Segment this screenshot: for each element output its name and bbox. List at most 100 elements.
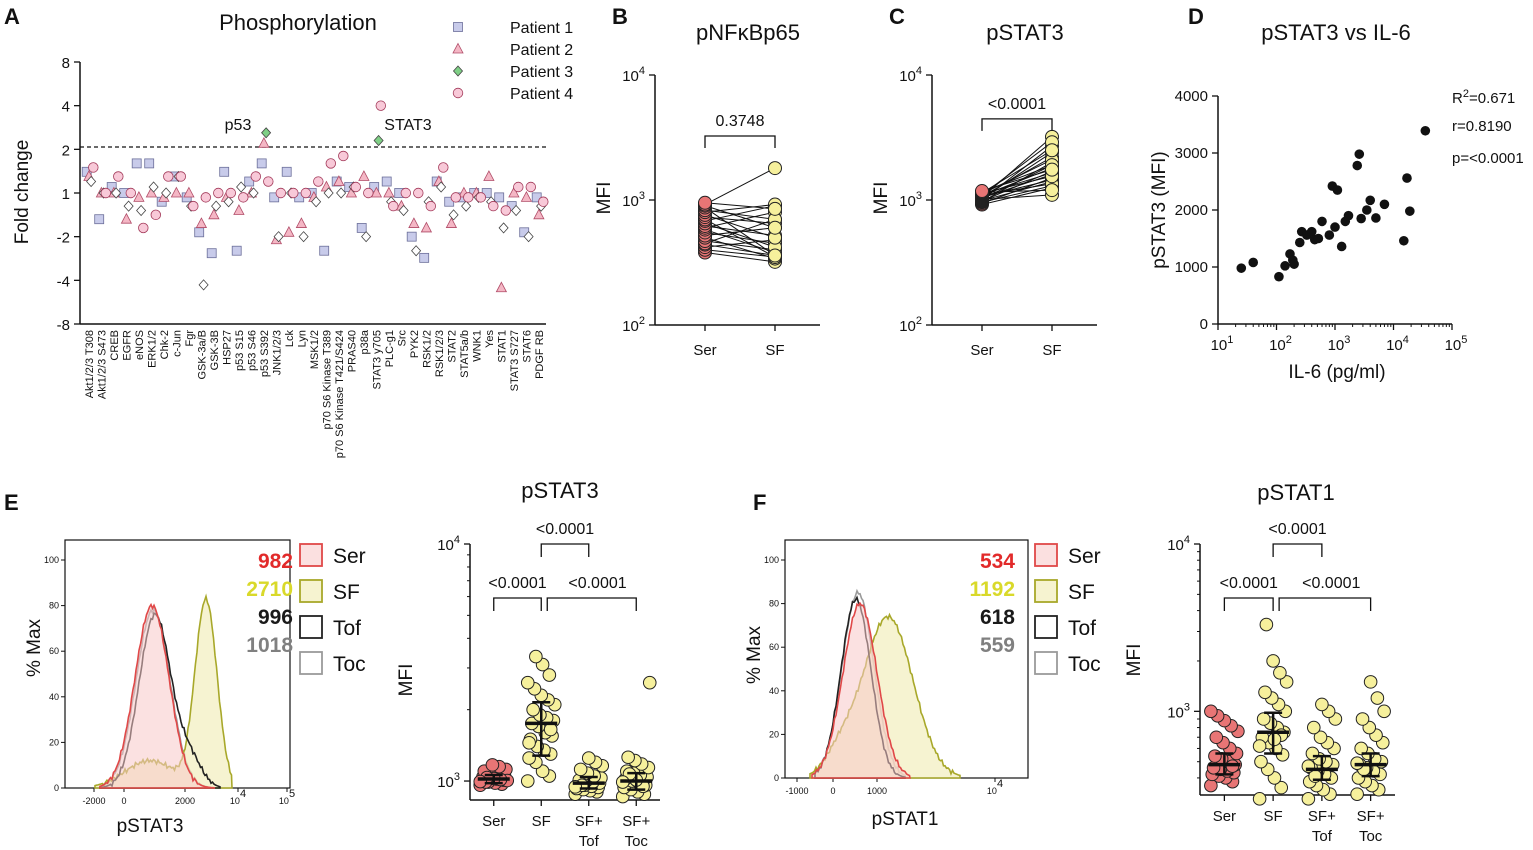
point-patient-4 [275, 187, 287, 199]
point-patient-1 [144, 158, 155, 169]
x-tick-label: Toc [1359, 828, 1383, 845]
x-tick-label: SF [1042, 342, 1061, 359]
point-patient-2 [208, 208, 220, 220]
x-tick-label: SF [532, 813, 551, 830]
p-value: <0.0001 [1220, 575, 1278, 592]
pair-line [704, 205, 776, 229]
point-patient-2 [445, 217, 458, 228]
legend-marker [452, 42, 464, 54]
panel-e-hist-xlabel: pSTAT3 [117, 816, 184, 837]
scatter-point [1371, 213, 1381, 223]
point-patient-4 [225, 187, 237, 199]
y-tick-label: 80 [769, 599, 779, 609]
legend-swatch [299, 543, 323, 567]
panel-e-dot-title: pSTAT3 [521, 478, 598, 503]
point-patient-3 [511, 204, 522, 217]
scatter-point [1379, 199, 1390, 210]
x-tick-label: -1000 [785, 786, 808, 796]
panel-f-hist-ylabel: % Max [744, 625, 765, 684]
panel-d-title: pSTAT3 vs IL-6 [1261, 20, 1411, 45]
legend-label: Patient 2 [510, 42, 573, 59]
x-tick-label: SF+ [1308, 808, 1336, 825]
point-patient-4 [100, 187, 112, 199]
pair-line [704, 218, 776, 258]
x-tick-label: SF+ [622, 813, 650, 830]
x-tick-label: 0 [121, 796, 126, 806]
sf-point [1045, 162, 1059, 177]
dot-point [1274, 780, 1289, 795]
point-patient-4 [200, 192, 212, 203]
sf-point [768, 248, 782, 263]
point-patient-2 [120, 212, 133, 224]
dot-point [1355, 712, 1370, 726]
point-patient-2 [170, 186, 183, 198]
scatter-point [1332, 185, 1343, 195]
dot-point [542, 668, 557, 682]
scatter-point [1289, 259, 1299, 269]
scatter-point [1313, 233, 1324, 244]
y-tick-label: 1 [62, 186, 70, 203]
dot-point [1301, 792, 1316, 806]
point-patient-2 [295, 217, 308, 228]
category-label: p53 S15 [234, 330, 246, 371]
x-tick-label: 104 [987, 778, 1003, 796]
pair-line [704, 204, 776, 213]
category-label: Lck [284, 330, 296, 348]
panel-d-ylabel: pSTAT3 (MFI) [1149, 151, 1170, 269]
pair-line [981, 169, 1053, 192]
point-patient-3 [398, 204, 409, 217]
point-patient-4 [450, 192, 462, 203]
legend-swatch [299, 579, 323, 603]
category-label: STAT2 [447, 330, 459, 363]
scatter-point [1365, 195, 1376, 206]
y-tick-label: 4000 [1175, 88, 1208, 105]
legend-marker [452, 87, 464, 99]
pair-line [981, 179, 1053, 198]
y-tick-label: 8 [62, 55, 70, 72]
category-label: c-Jun [172, 330, 184, 357]
dot-point [1377, 704, 1391, 719]
x-tick-label: 102 [1269, 334, 1292, 354]
dot-point [535, 764, 550, 779]
scatter-point [1330, 222, 1340, 232]
y-tick-label: 100 [44, 555, 59, 565]
pair-line [704, 216, 776, 224]
mfi-value: 1192 [969, 578, 1015, 601]
scatter-point [1352, 160, 1363, 171]
category-label: STAT1 [497, 330, 509, 363]
y-tick-label: 104 [899, 65, 922, 85]
point-patient-1 [94, 214, 105, 225]
panel-f-dot-ylabel: MFI [1124, 644, 1145, 677]
legend-swatch [1034, 651, 1058, 675]
y-tick-label: 0 [54, 783, 59, 793]
category-label: Akt1/2/3 S473 [97, 330, 109, 399]
category-label: EGFR [122, 330, 134, 361]
y-tick-label: 102 [622, 315, 645, 335]
panel-label-d: D [1188, 4, 1204, 29]
dot-point [1252, 739, 1267, 753]
point-patient-1 [281, 166, 292, 177]
dot-point [1209, 730, 1224, 745]
panel-f-dotplot: pSTAT1 MFI 104 103 Ser SF SF+ Tof SF+ Toc <0.00… [1124, 480, 1395, 845]
x-tick-label: 104 [230, 788, 246, 806]
panel-label-a: A [4, 4, 20, 29]
point-patient-2 [283, 225, 295, 237]
y-tick-label: 104 [437, 534, 460, 554]
point-patient-4 [425, 200, 437, 212]
x-tick-label: -2000 [82, 796, 105, 806]
pair-line [704, 229, 776, 254]
dot-point [1305, 746, 1320, 761]
y-tick-label: 103 [899, 190, 922, 210]
legend-label: Patient 1 [510, 20, 573, 37]
scatter-point [1402, 173, 1412, 183]
point-patient-4 [388, 200, 399, 212]
scatter-point [1362, 205, 1372, 215]
point-patient-2 [508, 186, 520, 198]
p-value: <0.0001 [1302, 575, 1360, 592]
category-label: WNK1 [472, 330, 484, 362]
dot-point [1208, 749, 1222, 763]
x-tick-label: Tof [1312, 828, 1333, 845]
category-label: PRAS40 [347, 330, 359, 372]
legend-marker [452, 65, 464, 77]
